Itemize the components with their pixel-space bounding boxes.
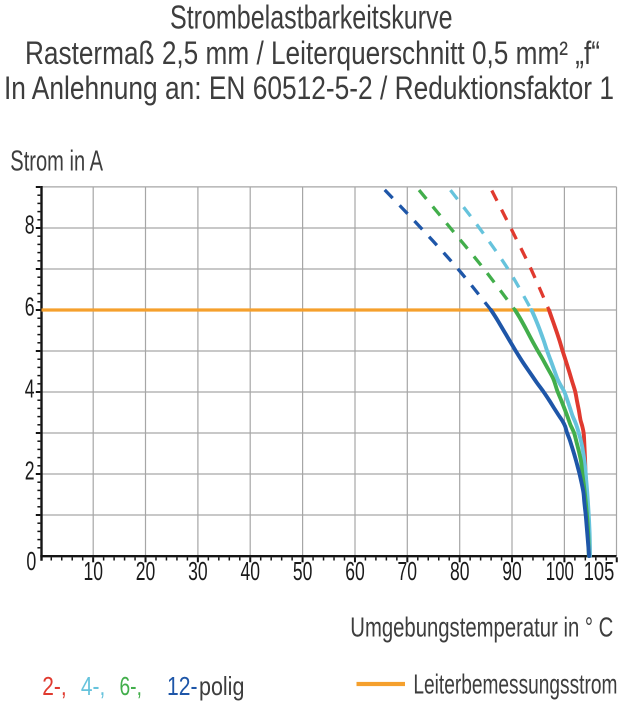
svg-text:2: 2 <box>25 458 35 486</box>
svg-text:90: 90 <box>502 558 522 586</box>
svg-text:30: 30 <box>188 558 208 586</box>
svg-text:105: 105 <box>584 558 615 586</box>
svg-text:Leiterbemessungsstrom: Leiterbemessungsstrom <box>413 669 617 700</box>
svg-text:12-: 12- <box>167 671 198 701</box>
svg-text:Strom in A: Strom in A <box>10 145 103 177</box>
svg-text:50: 50 <box>293 558 313 586</box>
svg-text:2-,: 2-, <box>42 671 66 701</box>
svg-text:40: 40 <box>240 558 260 586</box>
svg-text:10: 10 <box>83 558 103 586</box>
svg-text:In Anlehnung an: EN 60512-5-2: In Anlehnung an: EN 60512-5-2 / Reduktio… <box>4 70 614 106</box>
svg-text:4: 4 <box>25 376 35 404</box>
svg-text:8: 8 <box>25 212 35 240</box>
svg-text:60: 60 <box>345 558 365 586</box>
svg-text:polig: polig <box>199 671 244 701</box>
svg-text:Rastermaß 2,5 mm / Leiterquers: Rastermaß 2,5 mm / Leiterquerschnitt 0,5… <box>25 35 600 71</box>
svg-text:20: 20 <box>136 558 156 586</box>
svg-text:70: 70 <box>398 558 418 586</box>
svg-text:4-,: 4-, <box>81 671 105 701</box>
svg-text:6-,: 6-, <box>120 671 142 701</box>
svg-text:0: 0 <box>26 548 36 576</box>
svg-text:80: 80 <box>450 558 470 586</box>
svg-text:6: 6 <box>25 294 35 322</box>
svg-text:Strombelastbarkeitskurve: Strombelastbarkeitskurve <box>170 0 453 36</box>
svg-text:100: 100 <box>546 558 574 586</box>
svg-text:Umgebungstemperatur in ° C: Umgebungstemperatur in ° C <box>350 612 613 643</box>
